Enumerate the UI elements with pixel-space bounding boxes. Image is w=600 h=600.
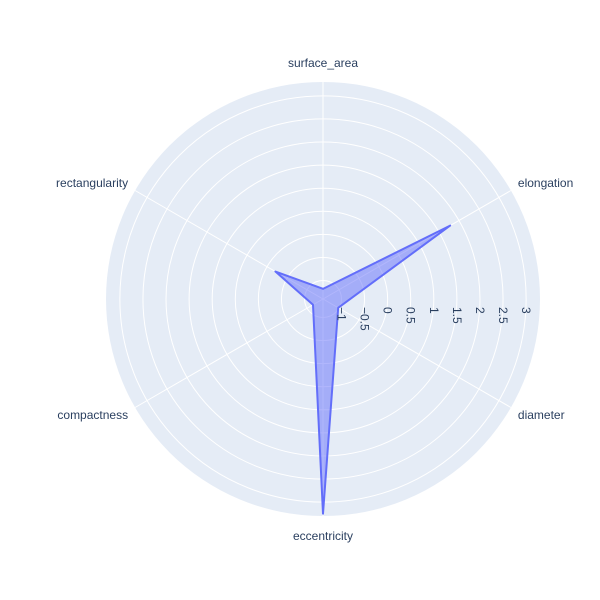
grid-spoke-2 [322,298,512,408]
radial-tick-label-4: 1 [427,307,441,314]
category-label-surface-area: surface_area [288,56,358,70]
radial-tick-label-2: 0 [381,307,395,314]
radial-axis-ticks: −1 −0.5 0 0.5 1 1.5 2 2.5 3 [335,307,534,331]
radial-tick-label-6: 2 [473,307,487,314]
radial-tick-label-0: −1 [335,307,349,321]
radial-tick-label-1: −0.5 [358,307,372,331]
series-layer [274,224,452,515]
category-label-compactness: compactness [57,408,128,422]
radial-tick-label-5: 1.5 [450,307,464,324]
series-0-area [274,224,452,515]
category-label-elongation: elongation [518,176,573,190]
category-label-rectangularity: rectangularity [56,176,128,190]
grid-spoke-4 [134,298,324,408]
category-label-eccentricity: eccentricity [293,529,353,543]
category-label-diameter: diameter [518,408,565,422]
radial-tick-label-8: 3 [519,307,533,314]
angular-axis-labels: surface_area elongation diameter eccentrici… [56,56,573,543]
radial-tick-label-3: 0.5 [404,307,418,324]
radial-tick-label-7: 2.5 [496,307,510,324]
